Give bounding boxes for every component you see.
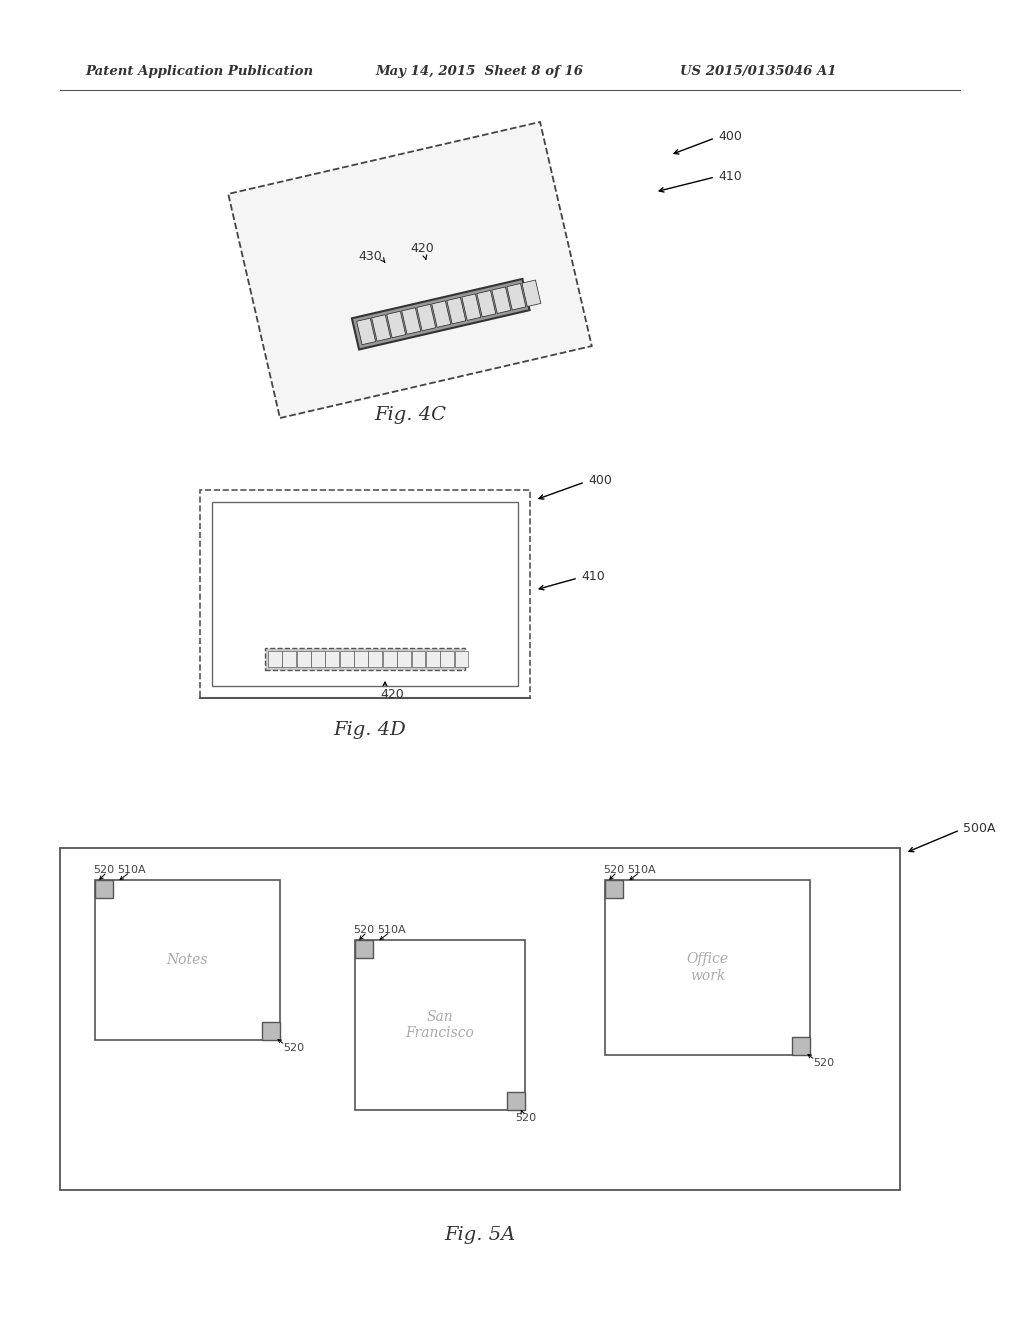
Bar bbox=[325, 651, 339, 667]
Text: 400: 400 bbox=[717, 129, 741, 143]
Text: 500A: 500A bbox=[962, 821, 995, 834]
Text: 430: 430 bbox=[358, 251, 381, 264]
Bar bbox=[476, 290, 495, 317]
Bar bbox=[60, 847, 899, 1191]
Bar bbox=[352, 279, 529, 350]
Bar bbox=[522, 280, 540, 306]
Bar bbox=[506, 284, 526, 310]
Text: 510A: 510A bbox=[627, 865, 655, 875]
Bar bbox=[426, 651, 439, 667]
Bar bbox=[491, 286, 511, 313]
Bar bbox=[386, 312, 406, 338]
Bar bbox=[95, 880, 113, 898]
Text: 420: 420 bbox=[380, 689, 404, 701]
Bar bbox=[212, 502, 518, 686]
Bar bbox=[354, 651, 368, 667]
Bar bbox=[431, 301, 450, 327]
Bar bbox=[506, 1092, 525, 1110]
Bar bbox=[604, 880, 809, 1055]
Text: 410: 410 bbox=[581, 569, 604, 582]
Text: 510A: 510A bbox=[377, 925, 406, 935]
Bar bbox=[311, 651, 325, 667]
Bar bbox=[371, 314, 390, 342]
Text: 520: 520 bbox=[93, 865, 114, 875]
Bar bbox=[95, 880, 280, 1040]
Bar bbox=[412, 651, 425, 667]
Bar bbox=[265, 648, 465, 671]
Bar bbox=[791, 1038, 809, 1055]
Bar bbox=[297, 651, 310, 667]
Bar bbox=[339, 651, 354, 667]
Text: May 14, 2015  Sheet 8 of 16: May 14, 2015 Sheet 8 of 16 bbox=[375, 66, 583, 78]
Text: 520: 520 bbox=[515, 1113, 536, 1123]
Bar bbox=[368, 651, 382, 667]
Text: Patent Application Publication: Patent Application Publication bbox=[85, 66, 313, 78]
Bar bbox=[357, 318, 375, 345]
Bar bbox=[355, 940, 525, 1110]
Bar bbox=[355, 940, 373, 958]
Bar bbox=[401, 308, 420, 334]
Bar bbox=[462, 294, 480, 321]
Text: 520: 520 bbox=[812, 1059, 834, 1068]
Text: Fig. 5A: Fig. 5A bbox=[444, 1226, 516, 1243]
Bar bbox=[262, 1022, 280, 1040]
Text: 420: 420 bbox=[410, 242, 433, 255]
Text: 520: 520 bbox=[353, 925, 374, 935]
Bar bbox=[268, 651, 281, 667]
Text: San
Francisco: San Francisco bbox=[406, 1010, 474, 1040]
Text: US 2015/0135046 A1: US 2015/0135046 A1 bbox=[680, 66, 836, 78]
Bar bbox=[200, 490, 530, 698]
Bar bbox=[282, 651, 296, 667]
Bar bbox=[382, 651, 396, 667]
Text: 410: 410 bbox=[717, 169, 741, 182]
Text: Notes: Notes bbox=[166, 953, 208, 968]
Bar bbox=[228, 121, 591, 418]
Bar bbox=[440, 651, 453, 667]
Text: 520: 520 bbox=[602, 865, 624, 875]
Text: Fig. 4C: Fig. 4C bbox=[374, 407, 445, 424]
Bar bbox=[396, 651, 411, 667]
Text: 520: 520 bbox=[282, 1043, 304, 1053]
Text: Fig. 4D: Fig. 4D bbox=[333, 721, 406, 739]
Bar bbox=[417, 305, 435, 331]
Bar bbox=[446, 297, 466, 323]
Text: 510A: 510A bbox=[117, 865, 146, 875]
Bar bbox=[454, 651, 468, 667]
Text: 400: 400 bbox=[587, 474, 611, 487]
Text: Office
work: Office work bbox=[686, 953, 728, 982]
Bar bbox=[604, 880, 623, 898]
